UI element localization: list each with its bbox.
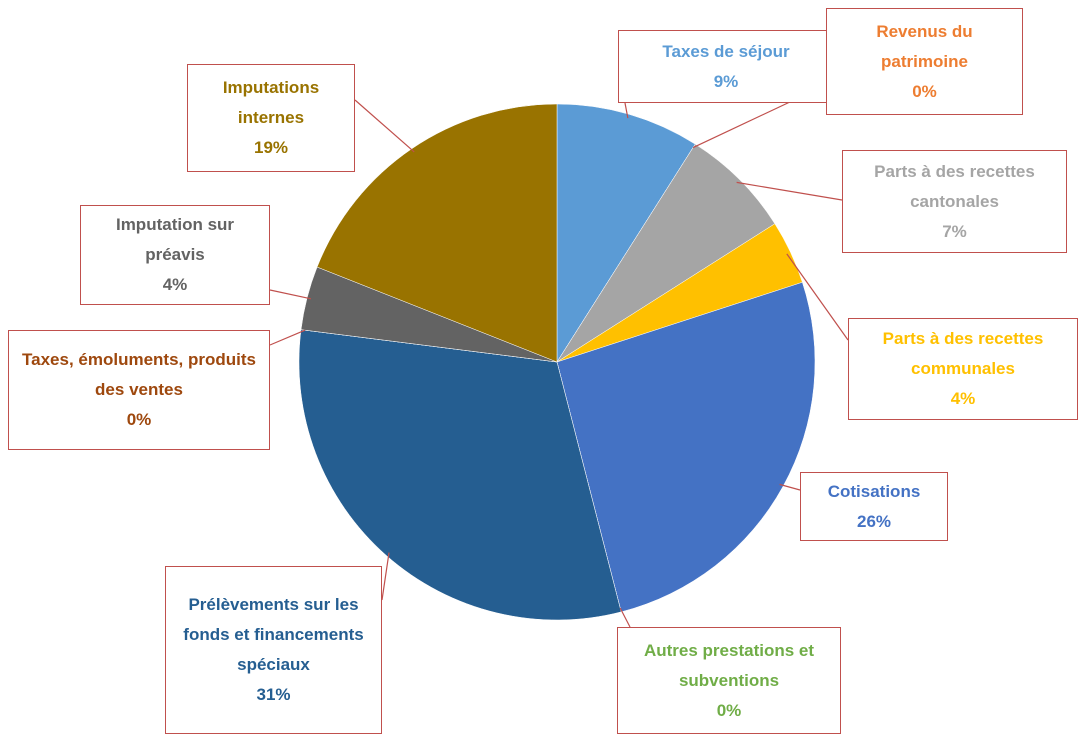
leader-line xyxy=(269,329,306,346)
data-label: Taxes, émoluments, produits des ventes 0% xyxy=(8,330,270,450)
leader-line xyxy=(736,181,843,201)
value-label: 4% xyxy=(950,389,976,408)
value-label: 31% xyxy=(256,685,291,704)
data-label: Autres prestations et subventions 0% xyxy=(617,627,841,734)
value-label: 4% xyxy=(162,275,188,294)
leader-line xyxy=(786,253,849,341)
category-label: Cotisations xyxy=(827,481,921,501)
leader-line xyxy=(779,483,801,491)
data-label: Imputation sur préavis 4% xyxy=(80,205,270,305)
category-label: Imputation sur préavis xyxy=(115,215,235,264)
value-label: 0% xyxy=(912,81,937,101)
value-label: 26% xyxy=(856,511,892,531)
value-label: 0% xyxy=(716,700,742,720)
value-label: 0% xyxy=(126,410,152,429)
category-label: Taxes de séjour xyxy=(662,41,790,61)
value-label: 7% xyxy=(942,221,967,241)
pie-slice xyxy=(556,103,696,363)
leader-line xyxy=(269,289,312,300)
category-label: Revenus du patrimoine xyxy=(876,21,973,71)
data-label: Revenus du patrimoine 0% xyxy=(826,8,1023,115)
data-label: Parts à des recettes cantonales 7% xyxy=(842,150,1067,253)
category-label: Parts à des recettes communales xyxy=(882,329,1044,378)
category-label: Imputations internes xyxy=(222,78,320,127)
data-label: Prélèvements sur les fonds et financemen… xyxy=(165,566,382,734)
pie-slice xyxy=(298,329,622,621)
category-label: Taxes, émoluments, produits des ventes xyxy=(22,350,256,399)
data-label: Taxes de séjour 9% xyxy=(618,30,834,103)
data-label: Parts à des recettes communales 4% xyxy=(848,318,1078,420)
data-label: Cotisations 26% xyxy=(800,472,948,541)
leader-line xyxy=(381,552,390,601)
value-label: 19% xyxy=(253,138,289,157)
category-label: Prélèvements sur les fonds et financemen… xyxy=(183,595,364,674)
category-label: Parts à des recettes cantonales xyxy=(874,161,1035,211)
leader-line xyxy=(354,99,415,153)
pie-slice xyxy=(316,103,558,363)
value-label: 9% xyxy=(713,71,739,91)
leader-line xyxy=(619,607,631,628)
data-label: Imputations internes 19% xyxy=(187,64,355,172)
leader-line xyxy=(624,102,629,119)
pie-slice xyxy=(556,281,816,613)
category-label: Autres prestations et subventions xyxy=(643,640,815,690)
